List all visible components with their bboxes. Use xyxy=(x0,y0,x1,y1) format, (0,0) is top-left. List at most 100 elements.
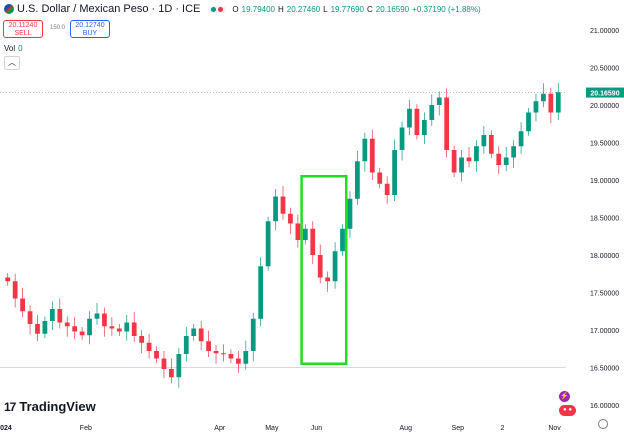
candle-body xyxy=(317,255,323,278)
flag-icon xyxy=(4,4,14,14)
candle-body xyxy=(198,328,204,342)
candle-body xyxy=(347,198,353,229)
candle-body xyxy=(310,228,316,255)
high-label: H xyxy=(278,4,284,14)
candle-body xyxy=(362,138,368,162)
candle-body xyxy=(139,336,145,343)
settings-gear-icon[interactable] xyxy=(598,419,608,429)
candle-body xyxy=(183,336,189,354)
last-price-tag xyxy=(586,87,624,98)
candle-body xyxy=(169,369,174,378)
highlight-box xyxy=(300,175,348,365)
candle-body xyxy=(12,281,18,299)
candle-body xyxy=(414,108,420,135)
sell-price: 20.11240 xyxy=(8,22,38,29)
candle-body xyxy=(27,311,33,324)
change-value: +0.37190 (+1.88%) xyxy=(412,4,481,14)
candle-body xyxy=(541,93,546,102)
x-tick-label: Sep xyxy=(452,425,465,432)
candle-body xyxy=(57,309,63,323)
candle-body xyxy=(109,326,115,329)
earnings-event-icon[interactable]: ● ● xyxy=(559,405,576,416)
candle-body xyxy=(35,324,40,334)
candle-body xyxy=(518,131,524,147)
candle-body xyxy=(481,135,487,147)
candle-body xyxy=(265,221,271,267)
candle-body xyxy=(191,328,197,336)
y-tick-label: 19.00000 xyxy=(590,178,619,185)
candle-body xyxy=(72,326,78,332)
y-tick-label: 18.00000 xyxy=(590,253,619,260)
candle-body xyxy=(20,298,25,312)
candle-body xyxy=(280,196,286,214)
event-icons: ⚡ ● ● xyxy=(559,391,576,416)
tradingview-logo[interactable]: 17 TradingView xyxy=(4,399,96,414)
candle-body xyxy=(451,150,457,173)
candle-body xyxy=(355,161,360,199)
candle-body xyxy=(176,354,182,378)
y-tick-label: 17.50000 xyxy=(590,291,619,298)
dots-indicator-icon[interactable] xyxy=(208,5,227,13)
y-tick-label: 18.50000 xyxy=(590,216,619,223)
candle-body xyxy=(340,228,345,252)
candle-body xyxy=(79,331,85,336)
candle-body xyxy=(555,92,561,113)
x-tick-label: Aug xyxy=(400,425,413,432)
candle-body xyxy=(459,157,464,173)
last-price-label: 20.16590 xyxy=(590,91,619,98)
y-tick-label: 20.00000 xyxy=(590,103,619,110)
x-tick-label: Apr xyxy=(214,425,226,432)
lightning-event-icon[interactable]: ⚡ xyxy=(559,391,570,402)
candle-body xyxy=(474,146,479,162)
candle-body xyxy=(503,157,509,165)
candle-body xyxy=(228,354,234,359)
volume-legend[interactable]: Vol 0 xyxy=(4,44,23,53)
close-value: 20.16590 xyxy=(375,4,410,14)
candle-body xyxy=(325,277,331,282)
candle-body xyxy=(384,183,390,195)
buy-button[interactable]: 20.12740 BUY xyxy=(70,20,110,38)
candle-body xyxy=(421,120,427,135)
candle-body xyxy=(295,223,301,240)
spread-value: 150.0 xyxy=(50,25,66,31)
sell-button[interactable]: 20.11240 SELL xyxy=(3,20,43,38)
candle-body xyxy=(235,358,241,364)
candle-body xyxy=(488,135,494,154)
low-label: L xyxy=(323,4,328,14)
candle-body xyxy=(533,101,539,113)
candle-body xyxy=(131,322,137,336)
candle-body xyxy=(302,228,308,240)
candle-body xyxy=(102,313,107,327)
ohlc-values: O 19.79400 H 20.27460 L 19.77690 C 20.16590 … xyxy=(232,5,480,14)
open-label: O xyxy=(232,4,239,14)
low-value: 19.77690 xyxy=(330,4,364,14)
candle-body xyxy=(250,318,256,351)
y-tick-label: 17.00000 xyxy=(590,328,619,335)
open-value: 19.79400 xyxy=(241,4,275,14)
candle-body xyxy=(407,108,412,128)
x-tick-label: May xyxy=(265,425,279,432)
price-axis-bg xyxy=(566,0,624,434)
candle-body xyxy=(258,266,264,319)
candle-body xyxy=(221,353,226,355)
candle-body xyxy=(206,341,211,351)
candle-body xyxy=(369,138,375,173)
candle-body xyxy=(124,322,130,332)
candle-body xyxy=(511,146,517,158)
candle-body xyxy=(332,251,338,282)
collapse-chevron-icon[interactable]: ︿ xyxy=(4,56,20,70)
buy-label: BUY xyxy=(82,30,98,37)
y-tick-label: 21.00000 xyxy=(590,28,619,35)
candle-body xyxy=(392,150,397,195)
volume-value: 0 xyxy=(18,44,23,53)
candle-body xyxy=(49,309,55,321)
candle-body xyxy=(154,351,159,359)
x-tick-label: 2 xyxy=(501,425,505,432)
close-label: C xyxy=(366,4,373,14)
symbol-title[interactable]: U.S. Dollar / Mexican Peso · 1D · ICE xyxy=(17,3,201,15)
candle-body xyxy=(64,322,70,327)
y-tick-label: 20.50000 xyxy=(590,66,619,73)
y-tick-label: 19.50000 xyxy=(590,141,619,148)
